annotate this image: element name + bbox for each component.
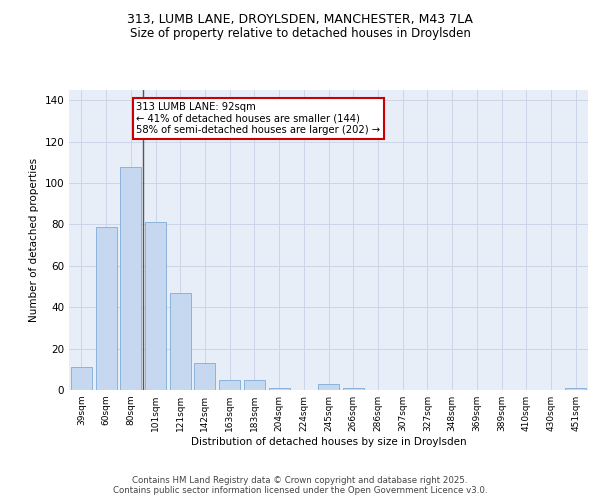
Bar [194, 363, 215, 390]
Text: Size of property relative to detached houses in Droylsden: Size of property relative to detached ho… [130, 28, 470, 40]
Text: 313, LUMB LANE, DROYLSDEN, MANCHESTER, M43 7LA: 313, LUMB LANE, DROYLSDEN, MANCHESTER, M… [127, 12, 473, 26]
Bar [71, 367, 92, 390]
X-axis label: Distribution of detached houses by size in Droylsden: Distribution of detached houses by size … [191, 437, 466, 447]
Bar [145, 222, 166, 390]
Y-axis label: Number of detached properties: Number of detached properties [29, 158, 39, 322]
Bar [120, 166, 141, 390]
Bar [318, 384, 339, 390]
Text: 313 LUMB LANE: 92sqm
← 41% of detached houses are smaller (144)
58% of semi-deta: 313 LUMB LANE: 92sqm ← 41% of detached h… [136, 102, 380, 135]
Bar [269, 388, 290, 390]
Bar [565, 388, 586, 390]
Bar [244, 380, 265, 390]
Bar [95, 226, 116, 390]
Bar [170, 293, 191, 390]
Bar [219, 380, 240, 390]
Bar [343, 388, 364, 390]
Text: Contains HM Land Registry data © Crown copyright and database right 2025.
Contai: Contains HM Land Registry data © Crown c… [113, 476, 487, 495]
